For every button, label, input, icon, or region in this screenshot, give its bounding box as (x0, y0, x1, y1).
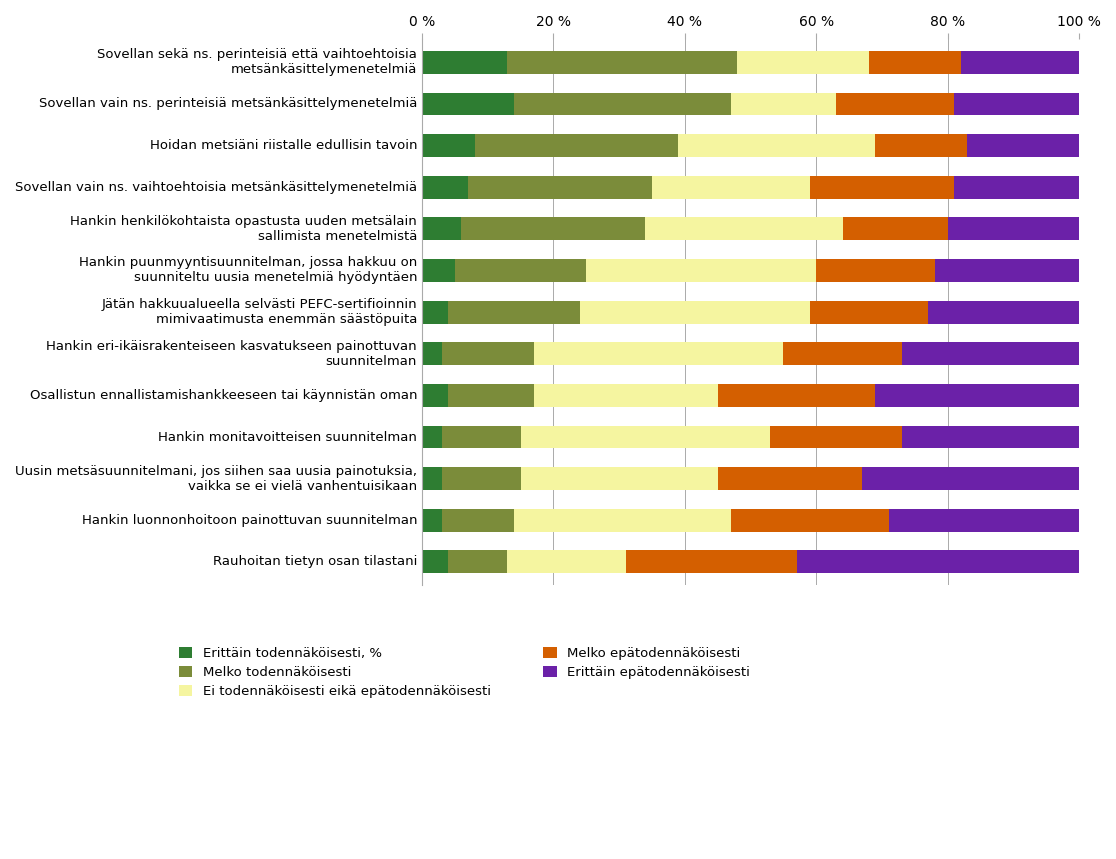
Bar (442, 425, 520, 448)
Bar (422, 551, 449, 573)
Bar (442, 509, 514, 532)
Bar (586, 259, 816, 282)
Bar (816, 259, 934, 282)
Bar (533, 384, 718, 407)
Bar (533, 342, 783, 365)
Bar (810, 176, 954, 198)
Bar (626, 551, 797, 573)
Bar (902, 342, 1079, 365)
Bar (836, 93, 954, 115)
Bar (422, 217, 461, 241)
Bar (875, 134, 968, 157)
Bar (902, 425, 1079, 448)
Bar (875, 384, 1079, 407)
Bar (770, 425, 902, 448)
Bar (961, 51, 1079, 74)
Bar (422, 134, 474, 157)
Bar (520, 425, 770, 448)
Bar (514, 509, 731, 532)
Bar (422, 342, 442, 365)
Bar (422, 51, 508, 74)
Bar (422, 384, 449, 407)
Bar (954, 93, 1079, 115)
Bar (868, 51, 961, 74)
Bar (652, 176, 810, 198)
Bar (579, 301, 810, 324)
Bar (455, 259, 586, 282)
Bar (843, 217, 947, 241)
Bar (422, 425, 442, 448)
Bar (508, 51, 738, 74)
Bar (520, 467, 718, 490)
Bar (968, 134, 1079, 157)
Bar (947, 217, 1079, 241)
Bar (422, 467, 442, 490)
Bar (422, 259, 455, 282)
Bar (927, 301, 1079, 324)
Legend: Erittäin todennäköisesti, %, Melko todennäköisesti, Ei todennäköisesti eikä epät: Erittäin todennäköisesti, %, Melko toden… (179, 647, 750, 698)
Bar (863, 467, 1079, 490)
Bar (645, 217, 843, 241)
Bar (422, 301, 449, 324)
Bar (888, 509, 1079, 532)
Bar (449, 551, 508, 573)
Bar (783, 342, 902, 365)
Bar (474, 134, 679, 157)
Bar (514, 93, 731, 115)
Bar (508, 551, 626, 573)
Bar (934, 259, 1079, 282)
Bar (449, 384, 533, 407)
Bar (468, 176, 652, 198)
Bar (731, 509, 888, 532)
Bar (422, 176, 468, 198)
Bar (810, 301, 927, 324)
Bar (679, 134, 875, 157)
Bar (738, 51, 868, 74)
Bar (442, 342, 533, 365)
Bar (718, 467, 863, 490)
Bar (449, 301, 579, 324)
Bar (797, 551, 1079, 573)
Bar (461, 217, 645, 241)
Bar (731, 93, 836, 115)
Bar (422, 509, 442, 532)
Bar (442, 467, 520, 490)
Bar (954, 176, 1079, 198)
Bar (718, 384, 875, 407)
Bar (422, 93, 514, 115)
